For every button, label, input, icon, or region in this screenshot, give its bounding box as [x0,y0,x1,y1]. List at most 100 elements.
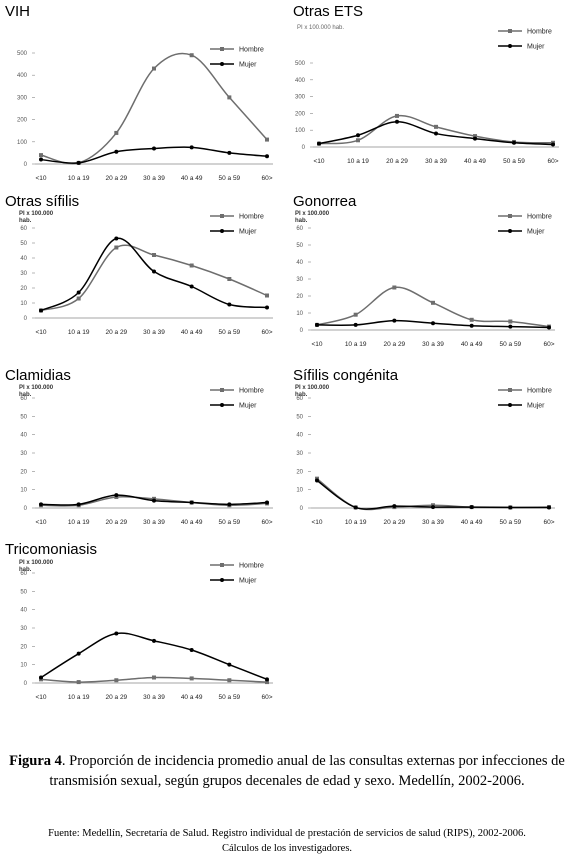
data-point [265,305,269,310]
y-tick-label: 10 [20,301,27,307]
legend-marker [508,214,512,218]
chart-plot: 0 100 200 300 400 500 <10 10 a 19 20 a 29 30 a 39… [17,47,273,182]
legend-label: Hombre [239,563,264,570]
y-tick-label: 300 [17,95,28,101]
y-tick-label: 40 [20,433,27,439]
data-point [315,478,319,483]
chart-title: Clamidias [5,367,71,384]
data-point [469,323,474,328]
x-tick-label: 30 a 39 [143,694,165,701]
legend-label: Hombre [527,388,552,395]
legend-label: Mujer [239,403,257,410]
chart-title: Gonorrea [293,193,357,210]
data-point [392,318,397,323]
x-tick-label: 20 a 29 [105,519,127,526]
y-tick-label: 0 [302,145,306,151]
data-point [227,678,232,683]
y-tick-label: 40 [296,433,303,439]
x-tick-label: 50 a 59 [499,519,521,526]
x-tick-label: 40 a 49 [464,158,486,165]
y-tick-label: 300 [295,95,306,101]
data-point [114,631,119,636]
data-point [39,153,43,158]
data-point [265,680,269,685]
x-tick-label: 20 a 29 [383,341,405,348]
data-point [114,236,119,241]
data-point [547,505,551,510]
data-point [227,95,232,100]
y-tick-label: 0 [24,162,28,168]
y-tick-label: 0 [300,506,304,512]
x-tick-label: 10 a 19 [68,694,90,701]
x-tick-label: 50 a 59 [218,175,240,182]
y-tick-label: 20 [20,469,27,475]
y-unit-label: PI x 100.000 hab. [295,211,330,224]
data-point [317,141,321,146]
data-point [265,154,269,159]
data-point [551,142,555,147]
data-point [227,502,232,507]
y-tick-label: 20 [296,294,303,300]
y-tick-label: 400 [17,73,28,79]
x-tick-label: <10 [313,158,324,165]
chart-plot: 0 10 20 30 40 50 60 <10 10 a 19 20 a 29 30 a 39 40 … [20,563,273,701]
x-tick-label: 60> [543,341,554,348]
y-tick-label: 10 [296,311,303,317]
y-tick-label: 50 [20,241,27,247]
figure-label: Figura 4 [9,753,62,769]
chart-panel: Clamidias PI x 100.000 hab. 0 10 20 30 40 50 60 <… [5,367,287,557]
series-line-mujer [40,237,268,312]
legend-label: Mujer [527,44,545,51]
data-point [76,290,81,295]
y-tick-label: 60 [296,226,303,232]
x-tick-label: <10 [311,341,322,348]
x-tick-label: 50 a 59 [218,329,240,336]
figure-caption-text: . Proporción de incidencia promedio anua… [49,753,565,789]
data-point [189,145,194,150]
legend-marker [220,578,224,582]
x-tick-label: 30 a 39 [422,519,444,526]
x-tick-label: 50 a 59 [218,694,240,701]
legend-marker [508,29,512,33]
y-tick-label: 0 [24,316,28,322]
data-point [114,678,119,683]
x-tick-label: 60> [261,694,272,701]
x-tick-label: 60> [547,158,558,165]
data-point [431,300,435,305]
data-point [76,160,81,165]
x-tick-label: 30 a 39 [422,341,444,348]
legend-marker [220,563,224,567]
legend-marker [508,403,512,407]
data-point [152,498,156,503]
y-tick-label: 40 [20,608,27,614]
legend-label: Mujer [239,62,257,69]
data-point [76,680,81,685]
y-tick-label: 40 [296,260,303,266]
data-point [356,138,360,143]
data-point [227,277,232,281]
legend-label: Hombre [527,214,552,221]
y-tick-label: 100 [17,140,28,146]
data-point [469,317,474,322]
data-point [227,302,232,307]
legend-label: Hombre [239,388,264,395]
y-tick-label: 10 [20,663,27,669]
x-tick-label: 50 a 59 [503,158,525,165]
y-tick-label: 30 [20,626,27,632]
y-tick-label: 20 [20,286,27,292]
legend-label: Hombre [239,47,264,54]
data-point [189,676,194,681]
legend-marker [220,388,224,392]
data-point [356,133,360,138]
legend-label: Mujer [239,229,257,236]
y-tick-label: 10 [20,488,27,494]
x-tick-label: 10 a 19 [68,175,90,182]
data-point [39,157,43,162]
data-point [152,269,156,274]
x-tick-label: 40 a 49 [461,341,483,348]
y-tick-label: 400 [295,78,306,84]
data-point [265,137,269,142]
data-point [39,502,43,507]
legend-marker [220,403,224,407]
x-tick-label: <10 [311,519,322,526]
